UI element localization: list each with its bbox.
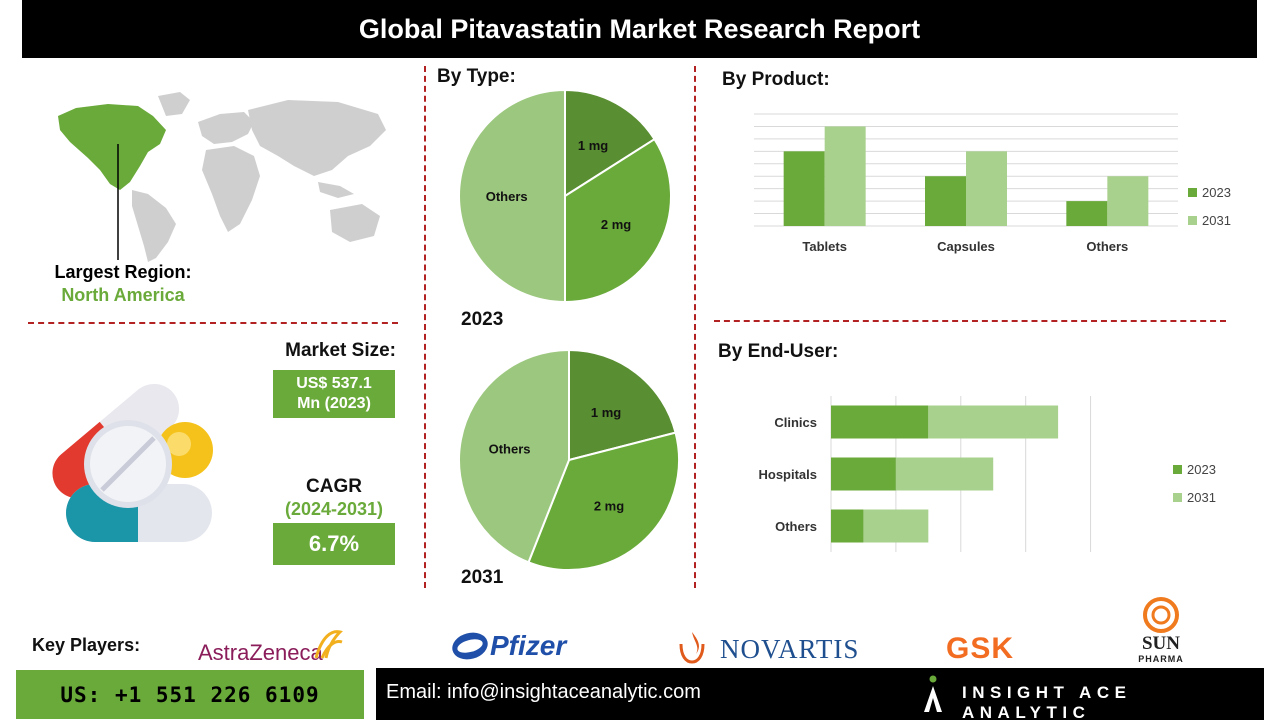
end-user-category-others: Others [775, 519, 817, 534]
logo-novartis: NOVARTIS [720, 634, 860, 664]
cagr-label: CAGR [306, 476, 362, 497]
cagr-value: 6.7% [273, 523, 395, 565]
footer-brand: INSIGHT ACE ANALYTIC [962, 683, 1132, 722]
pfizer-symbol-icon [452, 632, 488, 660]
map-greenland [158, 92, 190, 116]
pie-2023-label-2-mg: 2 mg [601, 217, 631, 232]
logo-gsk: GSK [946, 632, 1015, 665]
divider-left-horizontal [28, 322, 398, 324]
pie-2031-slice-2-mg [527, 431, 680, 571]
pie-2031-label-2-mg: 2 mg [594, 498, 624, 513]
end-user-legend-swatch-2031 [1173, 493, 1182, 502]
end-user-legend-2023: 2023 [1187, 462, 1216, 477]
end-user-legend-2031: 2031 [1187, 490, 1216, 505]
logo-pfizer: Pfizer [490, 630, 567, 661]
map-australia [330, 204, 380, 242]
by-product-label: By Product: [722, 69, 830, 90]
footer-bar: Email: info@insightaceanalytic.com INSIG… [376, 668, 1264, 722]
by-end-user-label: By End-User: [718, 341, 839, 362]
market-size-value-line1: US$ 537.1 [296, 375, 372, 392]
logo-sun: SUN [1141, 633, 1180, 654]
pie-2031-label-others: Others [489, 442, 531, 457]
end-user-bar-hospitals-2031 [895, 457, 994, 491]
product-legend-swatch-2031 [1188, 216, 1197, 225]
divider-right [694, 66, 696, 588]
world-map [58, 92, 386, 262]
product-bar-tablets-2023 [783, 151, 825, 226]
product-legend-2023: 2023 [1202, 185, 1231, 200]
logo-pharma: PHARMA [1138, 654, 1184, 664]
pie-2031-slice-1-mg [568, 348, 677, 462]
insight-ace-logo-icon [924, 675, 942, 712]
astrazeneca-symbol-icon [314, 630, 343, 659]
pie-2031-label-1-mg: 1 mg [591, 405, 621, 420]
pie-2023-slice-1-mg [564, 88, 656, 198]
end-user-bar-clinics-2023 [831, 405, 929, 439]
pie-2031-slice-others [458, 348, 570, 564]
pills-illustration [52, 383, 213, 542]
product-bar-capsules-2023 [925, 176, 966, 226]
logo-astrazeneca-text: AstraZeneca [198, 640, 323, 665]
product-bar-tablets-2031 [824, 126, 866, 226]
product-legend-swatch-2023 [1188, 188, 1197, 197]
map-europe [198, 112, 254, 144]
end-user-category-clinics: Clinics [774, 415, 817, 430]
market-size-value-line2: Mn (2023) [297, 395, 371, 412]
product-bar-chart: Tablets Capsules Others 2023 2031 [754, 113, 1231, 254]
sun-pharma-symbol-icon [1143, 597, 1179, 633]
pie-chart-2023: 1 mg 2 mg Others [458, 88, 672, 304]
pie-2023-slice-2-mg [564, 137, 672, 304]
product-category-capsules: Capsules [937, 239, 995, 254]
pie-chart-2031: 1 mg 2 mg Others [458, 348, 680, 571]
map-africa [202, 146, 260, 232]
divider-left [424, 66, 426, 588]
pie-2023-slice-others [458, 88, 566, 304]
largest-region-value: North America [61, 285, 185, 305]
novartis-flame-icon [679, 632, 705, 664]
cagr-period: (2024-2031) [284, 499, 384, 519]
product-bar-capsules-2031 [966, 151, 1007, 226]
pie-2031-title: 2031 [461, 567, 504, 588]
map-indonesia [318, 182, 354, 198]
map-north-america [58, 104, 166, 190]
page-title: Global Pitavastatin Market Research Repo… [22, 0, 1257, 58]
end-user-bar-others-2023 [831, 509, 864, 543]
end-user-legend-swatch-2023 [1173, 465, 1182, 474]
end-user-bar-hospitals-2023 [831, 457, 896, 491]
end-user-category-hospitals: Hospitals [758, 467, 817, 482]
footer-phone: US: +1 551 226 6109 [16, 670, 364, 719]
map-south-america [132, 190, 176, 262]
logo-astrazeneca: AstraZeneca [198, 640, 323, 666]
end-user-bar-clinics-2031 [928, 405, 1059, 439]
product-legend-2031: 2031 [1202, 213, 1231, 228]
largest-region-label: Largest Region: [54, 262, 192, 282]
end-user-bar-chart: Clinics Hospitals Others 2023 2031 [758, 396, 1216, 552]
divider-right-horizontal [714, 320, 1226, 322]
footer-email: Email: info@insightaceanalytic.com [386, 681, 701, 703]
by-type-label: By Type: [437, 66, 516, 87]
pie-2023-label-1-mg: 1 mg [578, 138, 608, 153]
market-size-label: Market Size: [285, 340, 396, 361]
product-bar-others-2023 [1066, 201, 1108, 226]
market-size-box: US$ 537.1 Mn (2023) [273, 370, 395, 418]
product-bar-others-2031 [1107, 176, 1149, 226]
end-user-bar-others-2031 [863, 509, 929, 543]
pie-2023-title: 2023 [461, 309, 504, 330]
product-category-others: Others [1086, 239, 1128, 254]
pie-2023-label-others: Others [486, 189, 528, 204]
key-players-label: Key Players: [32, 635, 141, 655]
map-asia [248, 100, 386, 176]
product-category-tablets: Tablets [802, 239, 847, 254]
